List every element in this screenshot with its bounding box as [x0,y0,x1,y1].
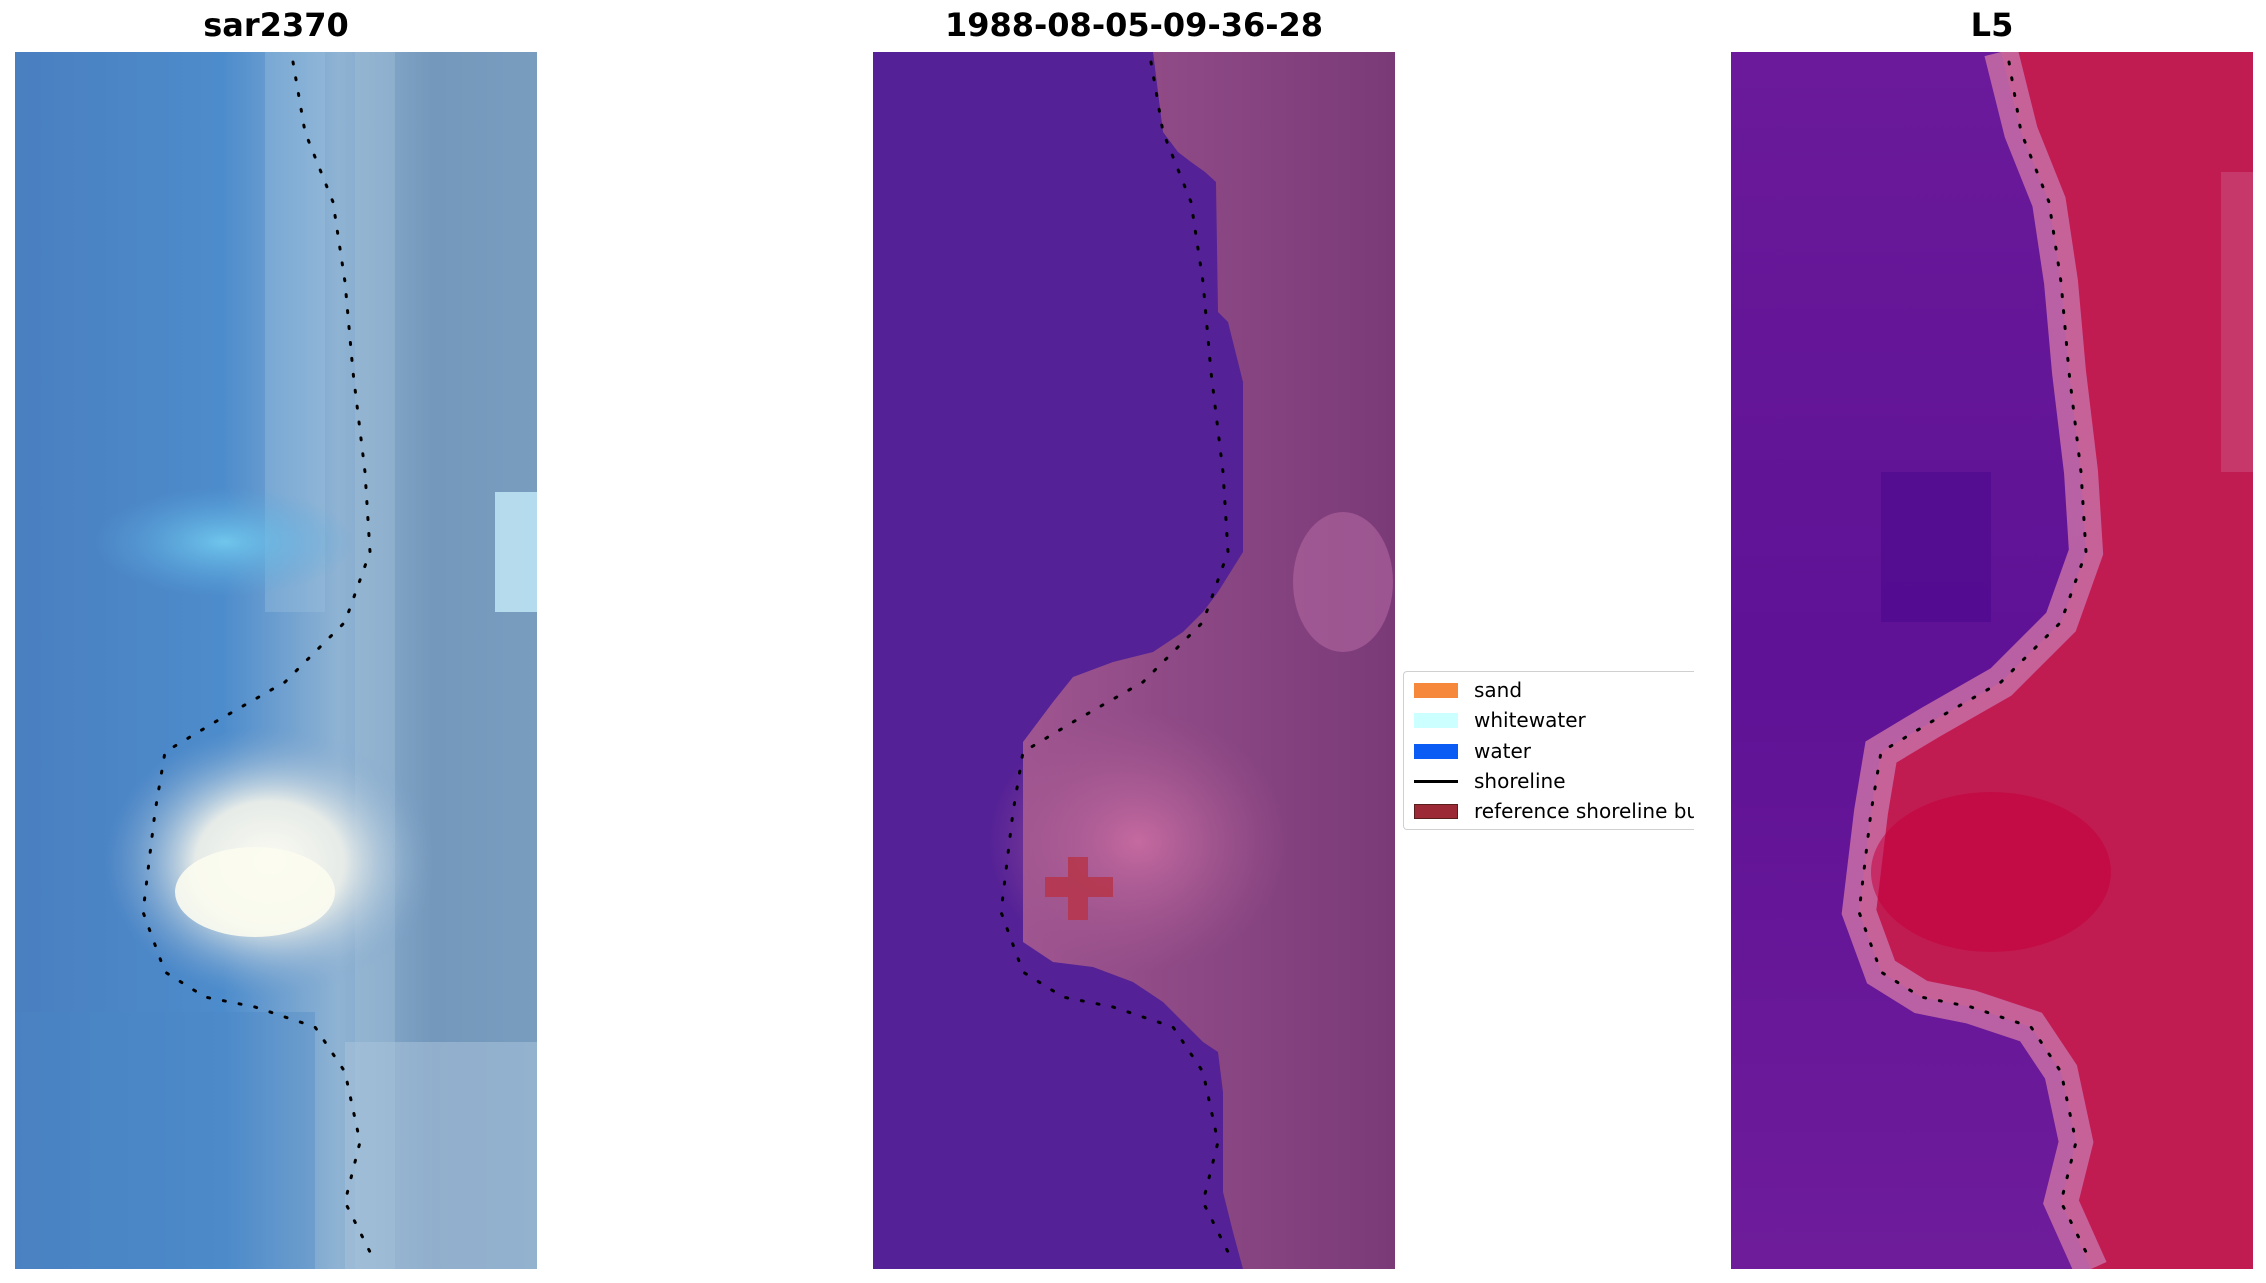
legend-item-water: water [1414,736,1531,766]
water-swatch [1414,743,1458,759]
reference-buffer-patch [1045,857,1113,920]
index-image-panel [1731,52,2253,1269]
legend-item-reference-buffer: reference shoreline buffer [1414,796,1694,826]
legend-label-shoreline: shoreline [1474,769,1566,793]
panel-title-rgb: sar2370 [203,6,349,44]
index-land-region [1859,52,2253,1269]
shoreline-dots [1857,60,2093,1264]
classification-image-panel [873,52,1395,1269]
legend-label-sand: sand [1474,678,1523,702]
legend-label-whitewater: whitewater [1474,708,1586,732]
legend-item-whitewater: whitewater [1414,705,1586,735]
rgb-image-panel [15,52,537,1269]
legend-item-sand: sand [1414,675,1522,705]
reference-buffer-swatch [1414,803,1458,819]
index-image [1731,52,2253,1269]
legend-label-water: water [1474,739,1531,763]
shoreline-swatch [1414,779,1458,783]
whitewater-swatch [1414,712,1458,728]
classification-image [873,52,1395,1269]
rgb-image [15,52,537,1269]
panel-title-classification: 1988-08-05-09-36-28 [944,6,1324,44]
shoreline-dots [999,60,1235,1264]
legend: sand whitewater water shoreline referenc… [1403,671,1694,830]
legend-label-reference-buffer: reference shoreline buffer [1474,799,1694,823]
sand-swatch [1414,682,1458,698]
panel-title-index: L5 [1970,6,2014,44]
legend-item-shoreline: shoreline [1414,766,1566,796]
shoreline-dots [141,60,377,1264]
